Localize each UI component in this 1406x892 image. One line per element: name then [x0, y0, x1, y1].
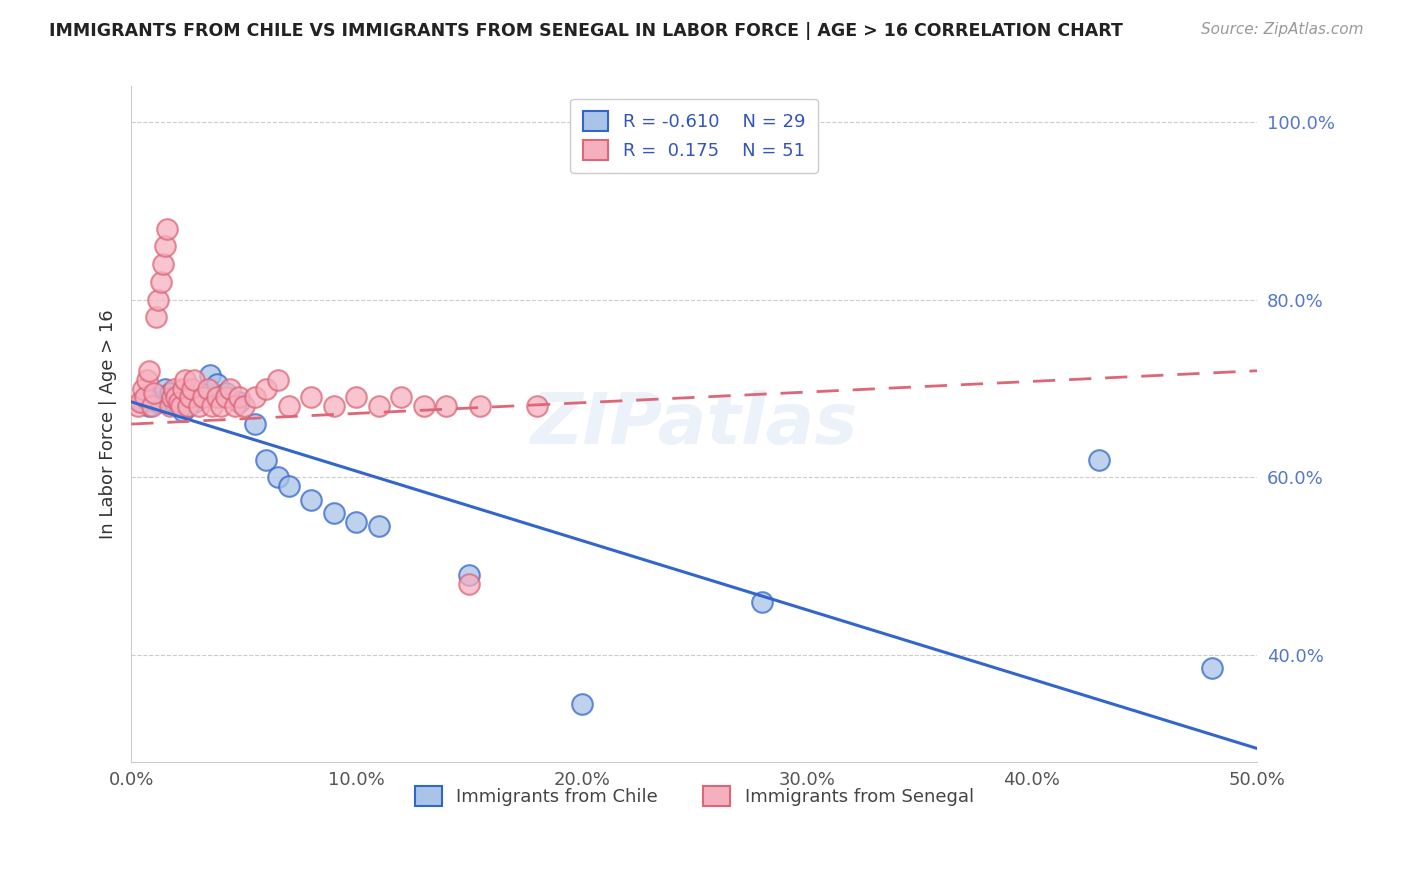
- Point: [198, 368, 221, 383]
- Point: [176, 399, 198, 413]
- Point: [243, 417, 266, 431]
- Point: [232, 399, 254, 413]
- Point: [183, 395, 205, 409]
- Point: [277, 479, 299, 493]
- Point: [153, 382, 176, 396]
- Point: [458, 577, 481, 591]
- Point: [163, 395, 186, 409]
- Point: [167, 399, 190, 413]
- Point: [138, 364, 160, 378]
- Point: [134, 391, 156, 405]
- Point: [436, 399, 458, 413]
- Point: [391, 391, 413, 405]
- Point: [163, 382, 186, 396]
- Point: [127, 399, 149, 413]
- Point: [209, 399, 232, 413]
- Point: [413, 399, 436, 413]
- Point: [254, 382, 277, 396]
- Legend: Immigrants from Chile, Immigrants from Senegal: Immigrants from Chile, Immigrants from S…: [408, 780, 981, 814]
- Point: [131, 382, 153, 396]
- Point: [219, 382, 242, 396]
- Point: [170, 399, 193, 413]
- Point: [368, 399, 391, 413]
- Point: [266, 373, 288, 387]
- Point: [1088, 452, 1111, 467]
- Point: [159, 386, 181, 401]
- Point: [193, 391, 215, 405]
- Point: [215, 386, 238, 401]
- Point: [1201, 661, 1223, 675]
- Point: [458, 568, 481, 582]
- Point: [167, 395, 190, 409]
- Point: [526, 399, 548, 413]
- Point: [277, 399, 299, 413]
- Point: [181, 382, 204, 396]
- Point: [172, 382, 194, 396]
- Text: Source: ZipAtlas.com: Source: ZipAtlas.com: [1201, 22, 1364, 37]
- Point: [368, 519, 391, 533]
- Point: [254, 452, 277, 467]
- Point: [152, 257, 174, 271]
- Point: [148, 395, 170, 409]
- Point: [136, 373, 159, 387]
- Point: [145, 310, 167, 325]
- Point: [129, 395, 152, 409]
- Point: [322, 506, 344, 520]
- Point: [148, 293, 170, 307]
- Point: [215, 391, 238, 405]
- Point: [174, 373, 197, 387]
- Point: [751, 595, 773, 609]
- Point: [322, 399, 344, 413]
- Point: [224, 399, 246, 413]
- Point: [266, 470, 288, 484]
- Point: [193, 391, 215, 405]
- Point: [176, 399, 198, 413]
- Point: [142, 386, 165, 401]
- Point: [183, 373, 205, 387]
- Y-axis label: In Labor Force | Age > 16: In Labor Force | Age > 16: [100, 310, 117, 539]
- Point: [299, 391, 322, 405]
- Point: [187, 399, 209, 413]
- Point: [149, 275, 172, 289]
- Point: [160, 391, 183, 405]
- Point: [344, 515, 367, 529]
- Point: [201, 399, 224, 413]
- Point: [138, 399, 160, 413]
- Point: [228, 395, 250, 409]
- Point: [131, 395, 153, 409]
- Point: [172, 403, 194, 417]
- Point: [344, 391, 367, 405]
- Point: [197, 382, 219, 396]
- Text: ZIPatlas: ZIPatlas: [530, 390, 858, 458]
- Point: [141, 399, 163, 413]
- Point: [153, 239, 176, 253]
- Point: [179, 391, 201, 405]
- Point: [165, 391, 187, 405]
- Point: [156, 221, 179, 235]
- Point: [205, 377, 228, 392]
- Point: [228, 391, 250, 405]
- Point: [571, 697, 593, 711]
- Point: [159, 399, 181, 413]
- Point: [470, 399, 492, 413]
- Point: [205, 391, 228, 405]
- Point: [142, 391, 165, 405]
- Point: [243, 391, 266, 405]
- Text: IMMIGRANTS FROM CHILE VS IMMIGRANTS FROM SENEGAL IN LABOR FORCE | AGE > 16 CORRE: IMMIGRANTS FROM CHILE VS IMMIGRANTS FROM…: [49, 22, 1123, 40]
- Point: [299, 492, 322, 507]
